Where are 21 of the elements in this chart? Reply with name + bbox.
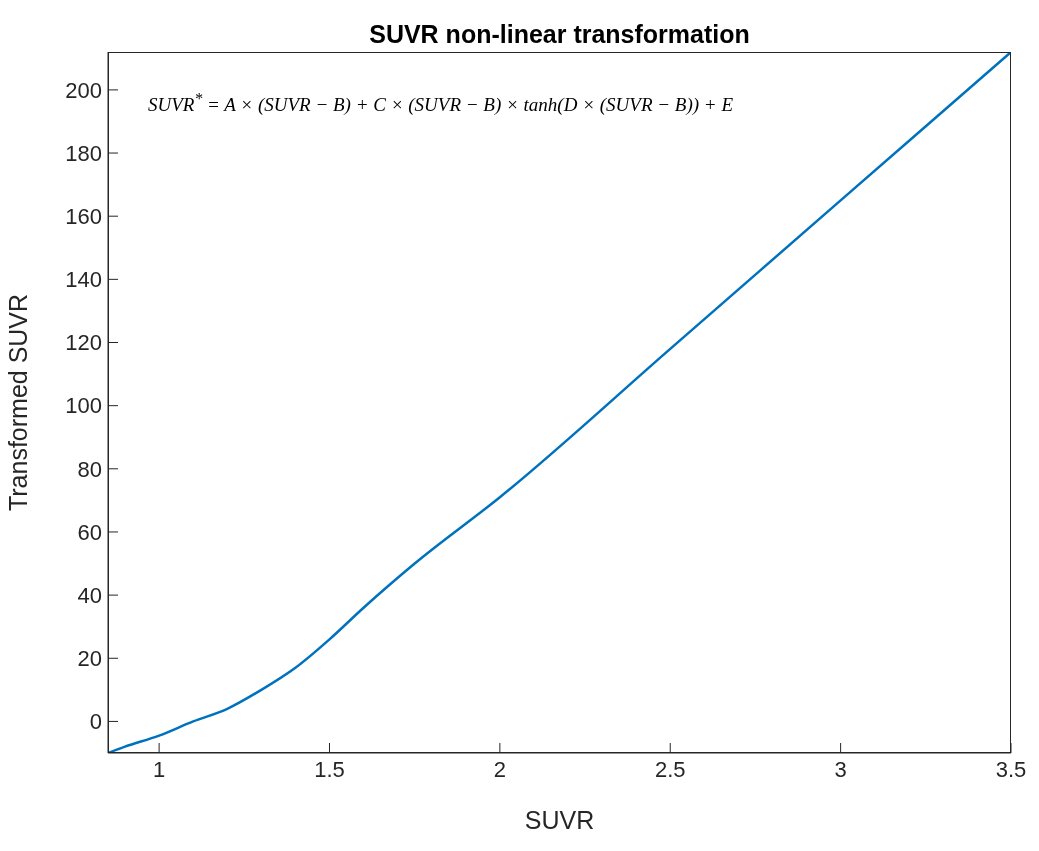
y-tick-label: 140 (65, 267, 102, 293)
x-tick-label: 3.5 (995, 756, 1027, 782)
chart-title: SUVR non-linear transformation (368, 20, 751, 49)
annotation: SUVR$^{*}$ = A × (SUVR − B) + C × (SUVR − B) × tanh(D × (SUVR − B)) + E (148, 90, 734, 117)
y-tick-label: 100 (65, 393, 102, 419)
y-tick-label: 0 (89, 709, 102, 735)
x-tick-label: 1 (152, 756, 166, 782)
y-axis-title: Transformed SUVR (3, 293, 32, 512)
y-tick-label: 20 (77, 646, 102, 672)
y-tick-label: 200 (65, 77, 102, 103)
y-tick-label: 60 (77, 519, 102, 545)
y-tick-label: 180 (65, 140, 102, 166)
y-tick-label: 120 (65, 330, 102, 356)
y-tick-label: 80 (77, 456, 102, 482)
x-tick-label: 1.5 (314, 756, 345, 782)
x-tick-label: 2 (493, 756, 506, 782)
y-tick-label: 40 (77, 582, 102, 608)
x-axis-title: SUVR (524, 806, 595, 834)
y-tick-label: 160 (65, 204, 102, 230)
x-tick-label: 3 (834, 756, 847, 782)
x-tick-label: 2.5 (654, 756, 686, 782)
